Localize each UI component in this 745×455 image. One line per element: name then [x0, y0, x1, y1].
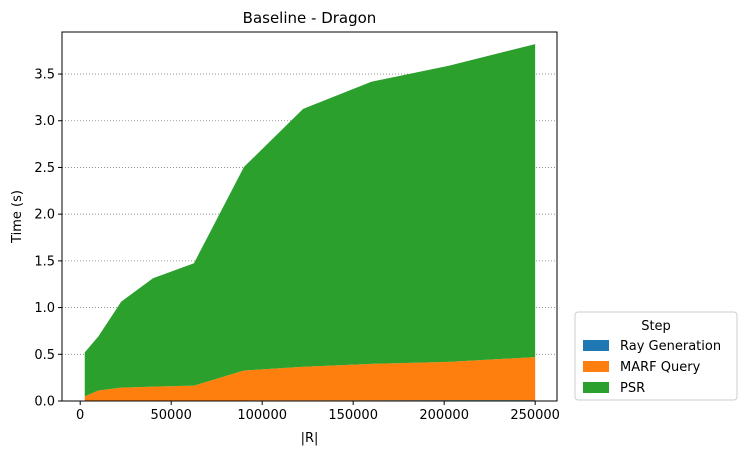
y-tick-label: 1.5 — [34, 254, 55, 269]
area-series-marf-query — [84, 357, 536, 401]
y-tick-label: 0.0 — [34, 395, 55, 410]
x-tick-label: 100000 — [237, 408, 287, 423]
legend-frame — [574, 311, 738, 401]
y-tick-label: 3.0 — [34, 114, 55, 129]
legend-label: PSR — [620, 381, 645, 396]
y-tick-label: 2.5 — [34, 161, 55, 176]
legend: Step Ray Generation MARF Query PSR — [574, 311, 738, 401]
y-tick-label: 1.0 — [34, 301, 55, 316]
x-tick-label: 200000 — [419, 408, 469, 423]
x-tick-label: 150000 — [328, 408, 378, 423]
legend-label: MARF Query — [620, 360, 701, 375]
legend-items: Ray Generation MARF Query PSR — [583, 339, 721, 396]
y-tick-label: 3.5 — [34, 68, 55, 83]
area-series-psr — [84, 44, 536, 397]
area-series-layer — [84, 44, 536, 401]
plot-frame — [61, 31, 558, 402]
chart-title: Baseline - Dragon — [243, 9, 377, 27]
x-tick-label: 0 — [76, 408, 84, 423]
y-tick-label: 0.5 — [34, 348, 55, 363]
x-axis-label: |R| — [301, 431, 319, 446]
x-tick-label: 50000 — [151, 408, 192, 423]
legend-swatch — [583, 340, 609, 351]
legend-label: Ray Generation — [620, 339, 721, 354]
legend-swatch — [583, 361, 609, 372]
y-axis-label: Time (s) — [10, 190, 25, 244]
x-tick-label: 250000 — [510, 408, 560, 423]
axes: 0 50000 100000 150000 200000 250000 0.0 0.5 1.0 1… — [34, 31, 560, 423]
legend-title: Step — [641, 319, 671, 334]
legend-swatch — [583, 382, 609, 393]
y-tick-label: 2.0 — [34, 208, 55, 223]
